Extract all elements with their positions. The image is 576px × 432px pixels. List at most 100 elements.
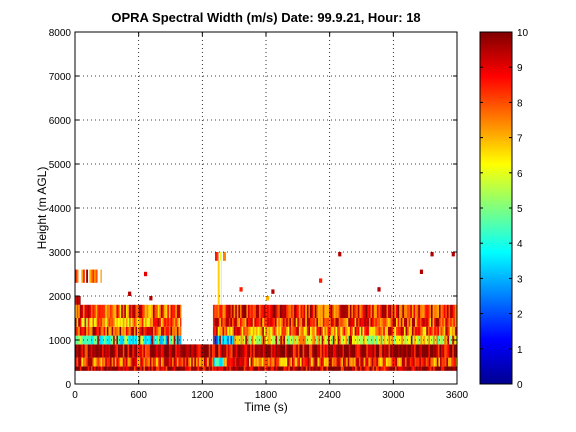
heatmap-cell: [354, 318, 357, 327]
heatmap-cell: [79, 296, 81, 305]
heatmap-cell: [146, 318, 149, 327]
heatmap-cell: [268, 326, 271, 336]
heatmap-cell: [180, 366, 182, 371]
heatmap-cell: [132, 318, 135, 327]
heatmap-cell: [353, 304, 355, 318]
heatmap-cell: [351, 326, 354, 336]
heatmap-cell: [183, 357, 186, 367]
heatmap-cell: [111, 318, 114, 327]
heatmap-cell: [90, 357, 93, 367]
heatmap-cell: [423, 344, 426, 358]
heatmap-cell: [267, 366, 270, 371]
heatmap-cell: [283, 344, 286, 358]
heatmap-cell: [165, 318, 168, 327]
heatmap-cell: [133, 366, 136, 371]
heatmap-cell: [217, 304, 220, 318]
heatmap-cell: [393, 357, 396, 367]
heatmap-cell: [437, 335, 440, 345]
heatmap-cell: [341, 318, 344, 327]
heatmap-cell: [368, 326, 371, 336]
heatmap-cell: [212, 326, 215, 336]
heatmap-cell: [254, 344, 257, 358]
heatmap-cell: [128, 291, 132, 296]
heatmap-cell: [183, 344, 186, 358]
heatmap-cell: [328, 344, 330, 358]
heatmap-cell: [84, 318, 87, 327]
heatmap-cell: [146, 326, 149, 336]
heatmap-cell: [87, 326, 90, 336]
heatmap-cell: [440, 318, 443, 327]
heatmap-cell: [236, 304, 239, 318]
heatmap-cell: [245, 357, 248, 367]
heatmap-cell: [125, 318, 128, 327]
heatmap-cell: [410, 326, 413, 336]
heatmap-cell: [272, 344, 275, 358]
heatmap-cell: [423, 335, 426, 345]
heatmap-cell: [397, 326, 400, 336]
heatmap-cell: [389, 326, 392, 336]
heatmap-cell: [286, 326, 289, 336]
heatmap-cell: [191, 357, 194, 367]
heatmap-cell: [89, 318, 92, 327]
heatmap-cell: [160, 366, 163, 371]
heatmap-cell: [292, 318, 295, 327]
heatmap-cell: [322, 304, 325, 318]
heatmap-cell: [117, 357, 120, 367]
heatmap-cell: [213, 366, 216, 371]
heatmap-cell: [189, 344, 192, 358]
heatmap-cell: [398, 344, 400, 358]
heatmap-cell: [233, 335, 235, 345]
heatmap-cell: [276, 304, 279, 318]
heatmap-cell: [328, 335, 330, 345]
heatmap-cell: [383, 366, 386, 371]
heatmap-cell: [225, 304, 228, 318]
heatmap-cell: [122, 344, 125, 358]
heatmap-cell: [384, 357, 387, 367]
heatmap-cell: [451, 326, 454, 336]
heatmap-cell: [143, 344, 146, 358]
heatmap-cell: [103, 344, 106, 358]
heatmap-cell: [383, 318, 386, 327]
heatmap-cell: [224, 335, 226, 345]
heatmap-cell: [151, 335, 154, 345]
heatmap-cell: [388, 335, 391, 345]
heatmap-cell: [381, 357, 384, 367]
heatmap-cell: [151, 326, 154, 336]
heatmap-cell: [121, 326, 124, 336]
heatmap-cell: [141, 366, 144, 371]
heatmap-cell: [453, 344, 456, 358]
heatmap-cell: [92, 269, 95, 283]
heatmap-cell: [98, 318, 101, 327]
heatmap-cell: [403, 318, 406, 327]
heatmap-cell: [149, 357, 152, 367]
heatmap-cell: [332, 326, 335, 336]
heatmap-cell: [235, 344, 238, 358]
heatmap-cell: [278, 344, 281, 358]
heatmap-cell: [168, 366, 171, 371]
heatmap-cell: [375, 304, 378, 318]
heatmap-cell: [405, 357, 407, 367]
heatmap-cell: [445, 326, 448, 336]
heatmap-cell: [186, 357, 189, 367]
heatmap-cell: [119, 318, 122, 327]
heatmap-cell: [395, 304, 398, 318]
heatmap-cell: [280, 357, 283, 367]
heatmap-cell: [408, 318, 411, 327]
heatmap-cell: [164, 344, 167, 358]
heatmap-cell: [284, 326, 287, 336]
heatmap-cell: [440, 326, 443, 336]
heatmap-cell: [429, 326, 432, 336]
heatmap-cell: [431, 344, 434, 358]
heatmap-cell: [436, 357, 439, 367]
heatmap-cell: [194, 366, 197, 371]
heatmap-cell: [439, 344, 442, 358]
heatmap-cell: [302, 326, 304, 336]
heatmap-cell: [140, 344, 143, 358]
heatmap-cell: [117, 326, 120, 336]
heatmap-cell: [316, 304, 319, 318]
heatmap-cell: [251, 344, 254, 358]
heatmap-cell: [360, 357, 363, 367]
heatmap-cell: [172, 357, 174, 367]
heatmap-cell: [310, 318, 312, 327]
